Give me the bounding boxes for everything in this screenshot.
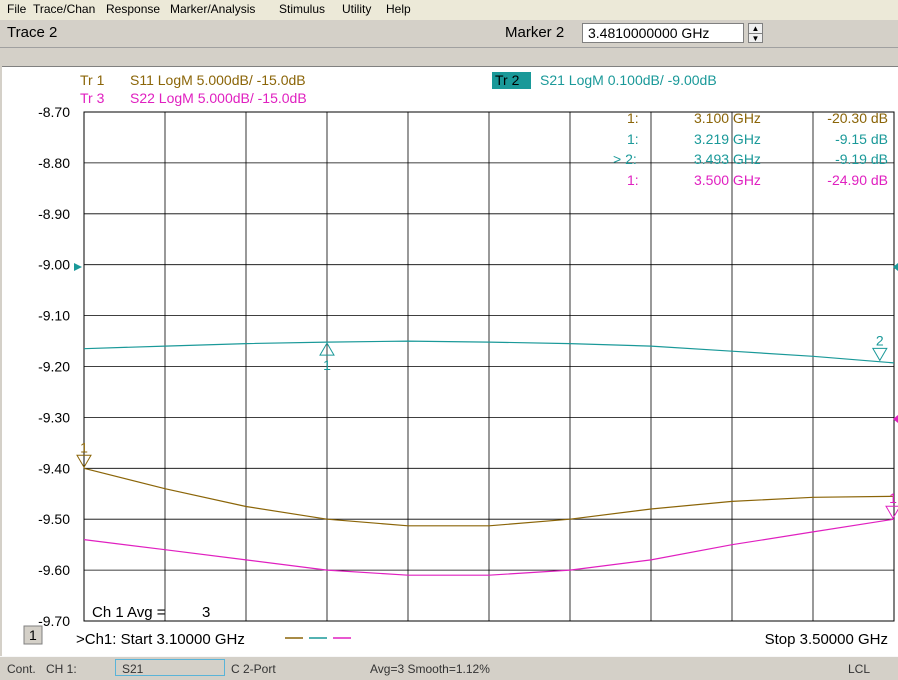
y-tick-label: -9.00 [38, 257, 70, 273]
spin-up-icon[interactable]: ▲ [751, 24, 760, 33]
menu-bar: File Trace/Chan Response Marker/Analysis… [0, 0, 898, 21]
status-sweep-mode[interactable]: Cont. [7, 662, 36, 676]
y-tick-label: -9.70 [38, 613, 70, 629]
start-frequency: >Ch1: Start 3.10000 GHz [76, 631, 245, 648]
marker-table-freq: 3.100 GHz [694, 110, 761, 126]
y-tick-label: -8.70 [38, 104, 70, 120]
marker-s21-1-triangle [319, 342, 335, 356]
marker-table-freq: 3.500 GHz [694, 172, 761, 188]
menu-help[interactable]: Help [386, 2, 411, 16]
menu-file[interactable]: File [7, 2, 27, 16]
marker-table-val: -20.30 dB [827, 110, 888, 126]
y-tick-label: -8.90 [38, 206, 70, 222]
y-tick-label: -9.30 [38, 409, 70, 425]
y-tick-label: -9.10 [38, 308, 70, 324]
trace-title: Trace 2 [7, 24, 58, 41]
marker-spinner[interactable]: ▲ ▼ [748, 23, 763, 43]
y-axis-ticks: -8.70 -8.80 -8.90 -9.00 -9.10 -9.20 -9.30 -9.40… [38, 104, 70, 629]
ref-level-arrow-left [74, 263, 82, 271]
menu-utility[interactable]: Utility [342, 2, 372, 16]
marker-frequency-input[interactable]: 3.4810000000 GHz [582, 23, 744, 43]
marker-table-val: -24.90 dB [827, 172, 888, 188]
ref-level-arrow-right-magenta [893, 415, 898, 423]
trace3-label[interactable]: Tr 3 [80, 90, 105, 106]
plot-panel: Tr 1 S11 LogM 5.000dB/ -15.0dB Tr 2 S21 … [2, 66, 898, 657]
marker-s22-1-label: 1 [889, 490, 897, 506]
status-averaging: Avg=3 Smooth=1.12% [370, 662, 490, 676]
marker-table-num: 1: [627, 131, 639, 147]
trace-lines [83, 340, 895, 576]
trace2-desc: S21 LogM 0.100dB/ -9.00dB [540, 72, 717, 88]
status-lcl: LCL [848, 662, 871, 676]
menu-trace-chan[interactable]: Trace/Chan [33, 2, 96, 16]
status-parameter: S21 [122, 662, 144, 676]
status-bar: Cont. CH 1: S21 C 2-Port Avg=3 Smooth=1.… [0, 656, 898, 680]
trace-s21 [83, 340, 895, 364]
marker-table-num: 1: [627, 110, 639, 126]
menu-stimulus[interactable]: Stimulus [279, 2, 326, 16]
marker-s21-1-label: 1 [323, 357, 331, 373]
marker-table: 1: 3.100 GHz -20.30 dB 1: 3.219 GHz -9.1… [613, 110, 888, 188]
marker-s11-1-label: 1 [80, 439, 88, 455]
plot-grid [83, 111, 895, 622]
trace-s22 [83, 518, 895, 576]
status-channel[interactable]: CH 1: [46, 662, 77, 676]
status-port[interactable]: C 2-Port [231, 662, 276, 676]
avg-value: 3 [202, 604, 210, 621]
y-tick-label: -9.40 [38, 460, 70, 476]
y-tick-label: -8.80 [38, 155, 70, 171]
trace2-active-bg [492, 72, 531, 89]
marker-table-num: > 2: [613, 151, 637, 167]
marker-table-freq: 3.219 GHz [694, 131, 761, 147]
marker-table-val: -9.19 dB [835, 151, 888, 167]
plot-svg[interactable]: Tr 1 S11 LogM 5.000dB/ -15.0dB Tr 2 S21 … [2, 67, 898, 657]
spin-down-icon[interactable]: ▼ [749, 33, 762, 43]
trace1-desc: S11 LogM 5.000dB/ -15.0dB [130, 72, 306, 88]
y-tick-label: -9.60 [38, 562, 70, 578]
marker-s21-2-label: 2 [876, 332, 884, 348]
y-tick-label: -9.20 [38, 359, 70, 375]
ref-level-arrow-right-cyan [893, 263, 898, 271]
trace2-label[interactable]: Tr 2 [495, 72, 520, 88]
channel-number: 1 [29, 627, 37, 643]
marker-label: Marker 2 [505, 24, 565, 41]
trace3-desc: S22 LogM 5.000dB/ -15.0dB [130, 90, 307, 106]
marker-s22-1-triangle [885, 505, 898, 520]
trace-s11 [83, 467, 895, 527]
status-param-box[interactable] [115, 659, 225, 676]
y-tick-label: -9.50 [38, 511, 70, 527]
stop-frequency: Stop 3.50000 GHz [765, 631, 888, 648]
marker-s11-1-triangle [76, 454, 92, 469]
markers: 1 2 1 1 [76, 332, 898, 520]
marker-s21-2-triangle [871, 347, 888, 362]
trace1-label[interactable]: Tr 1 [80, 72, 105, 88]
avg-label: Ch 1 Avg = [92, 604, 166, 621]
menu-marker-analysis[interactable]: Marker/Analysis [170, 2, 256, 16]
channel-badge[interactable] [23, 625, 43, 645]
marker-table-freq: 3.493 GHz [694, 151, 761, 167]
marker-table-num: 1: [627, 172, 639, 188]
marker-toolbar: Trace 2 Marker 2 3.4810000000 GHz ▲ ▼ [0, 20, 898, 48]
menu-response[interactable]: Response [106, 2, 161, 16]
marker-table-val: -9.15 dB [835, 131, 888, 147]
